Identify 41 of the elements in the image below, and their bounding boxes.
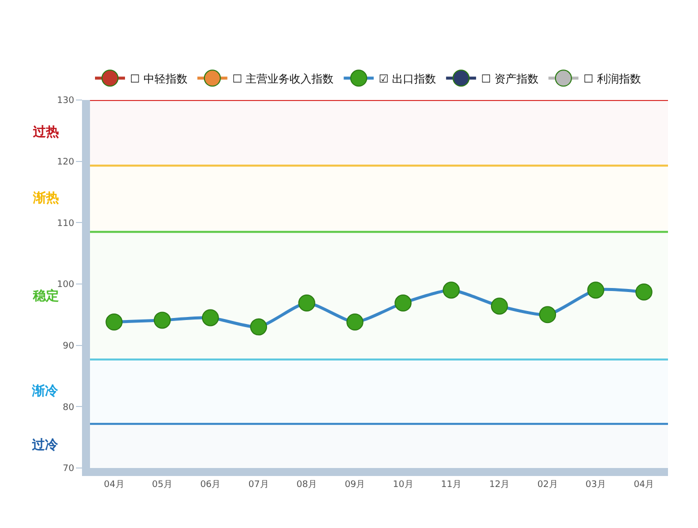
x-tick-label: 10月 (392, 480, 414, 490)
y-tick-label: 130 (57, 96, 74, 106)
band-label: 稳定 (32, 288, 59, 304)
point (106, 314, 123, 331)
y-tick-label: 110 (57, 218, 74, 229)
legend-label: ☐ 主营业务收入指数 (232, 72, 334, 86)
band-label: 渐热 (32, 191, 59, 206)
x-tick-label: 03月 (586, 480, 606, 490)
legend-label: ☐ 利润指数 (583, 72, 641, 86)
band-label: 渐冷 (31, 384, 59, 399)
point (202, 309, 219, 326)
x-tick-label: 04月 (104, 480, 124, 490)
y-tick-label: 90 (62, 341, 74, 352)
x-tick-label: 05月 (152, 480, 172, 490)
legend-label: ☑ 出口指数 (378, 72, 436, 86)
y-tick-label: 70 (62, 464, 74, 474)
point (346, 314, 364, 331)
x-tick-label: 08月 (296, 480, 317, 490)
x-tick-label: 07月 (248, 480, 269, 490)
x-tick-label: 02月 (537, 480, 558, 490)
y-tick-label: 100 (57, 280, 74, 290)
point (250, 318, 268, 336)
point (154, 312, 171, 329)
x-tick-label: 12月 (489, 480, 510, 490)
x-tick-label: 06月 (200, 480, 221, 490)
band-label: 过冷 (31, 438, 59, 453)
y-tick-label: 120 (57, 157, 74, 168)
x-tick-label: 04月 (634, 480, 654, 490)
point (394, 294, 412, 312)
x-tick-label: 09月 (344, 480, 366, 490)
point (298, 294, 316, 312)
point (490, 298, 508, 315)
point (635, 283, 652, 300)
point (587, 282, 604, 299)
legend-label: ☐ 资产指数 (481, 72, 538, 86)
band-label: 过热 (32, 125, 59, 140)
y-tick-label: 80 (62, 402, 74, 413)
point (539, 306, 556, 324)
legend-label: ☐ 中轻指数 (130, 72, 188, 86)
point (442, 282, 460, 299)
x-tick-label: 11月 (441, 480, 462, 490)
